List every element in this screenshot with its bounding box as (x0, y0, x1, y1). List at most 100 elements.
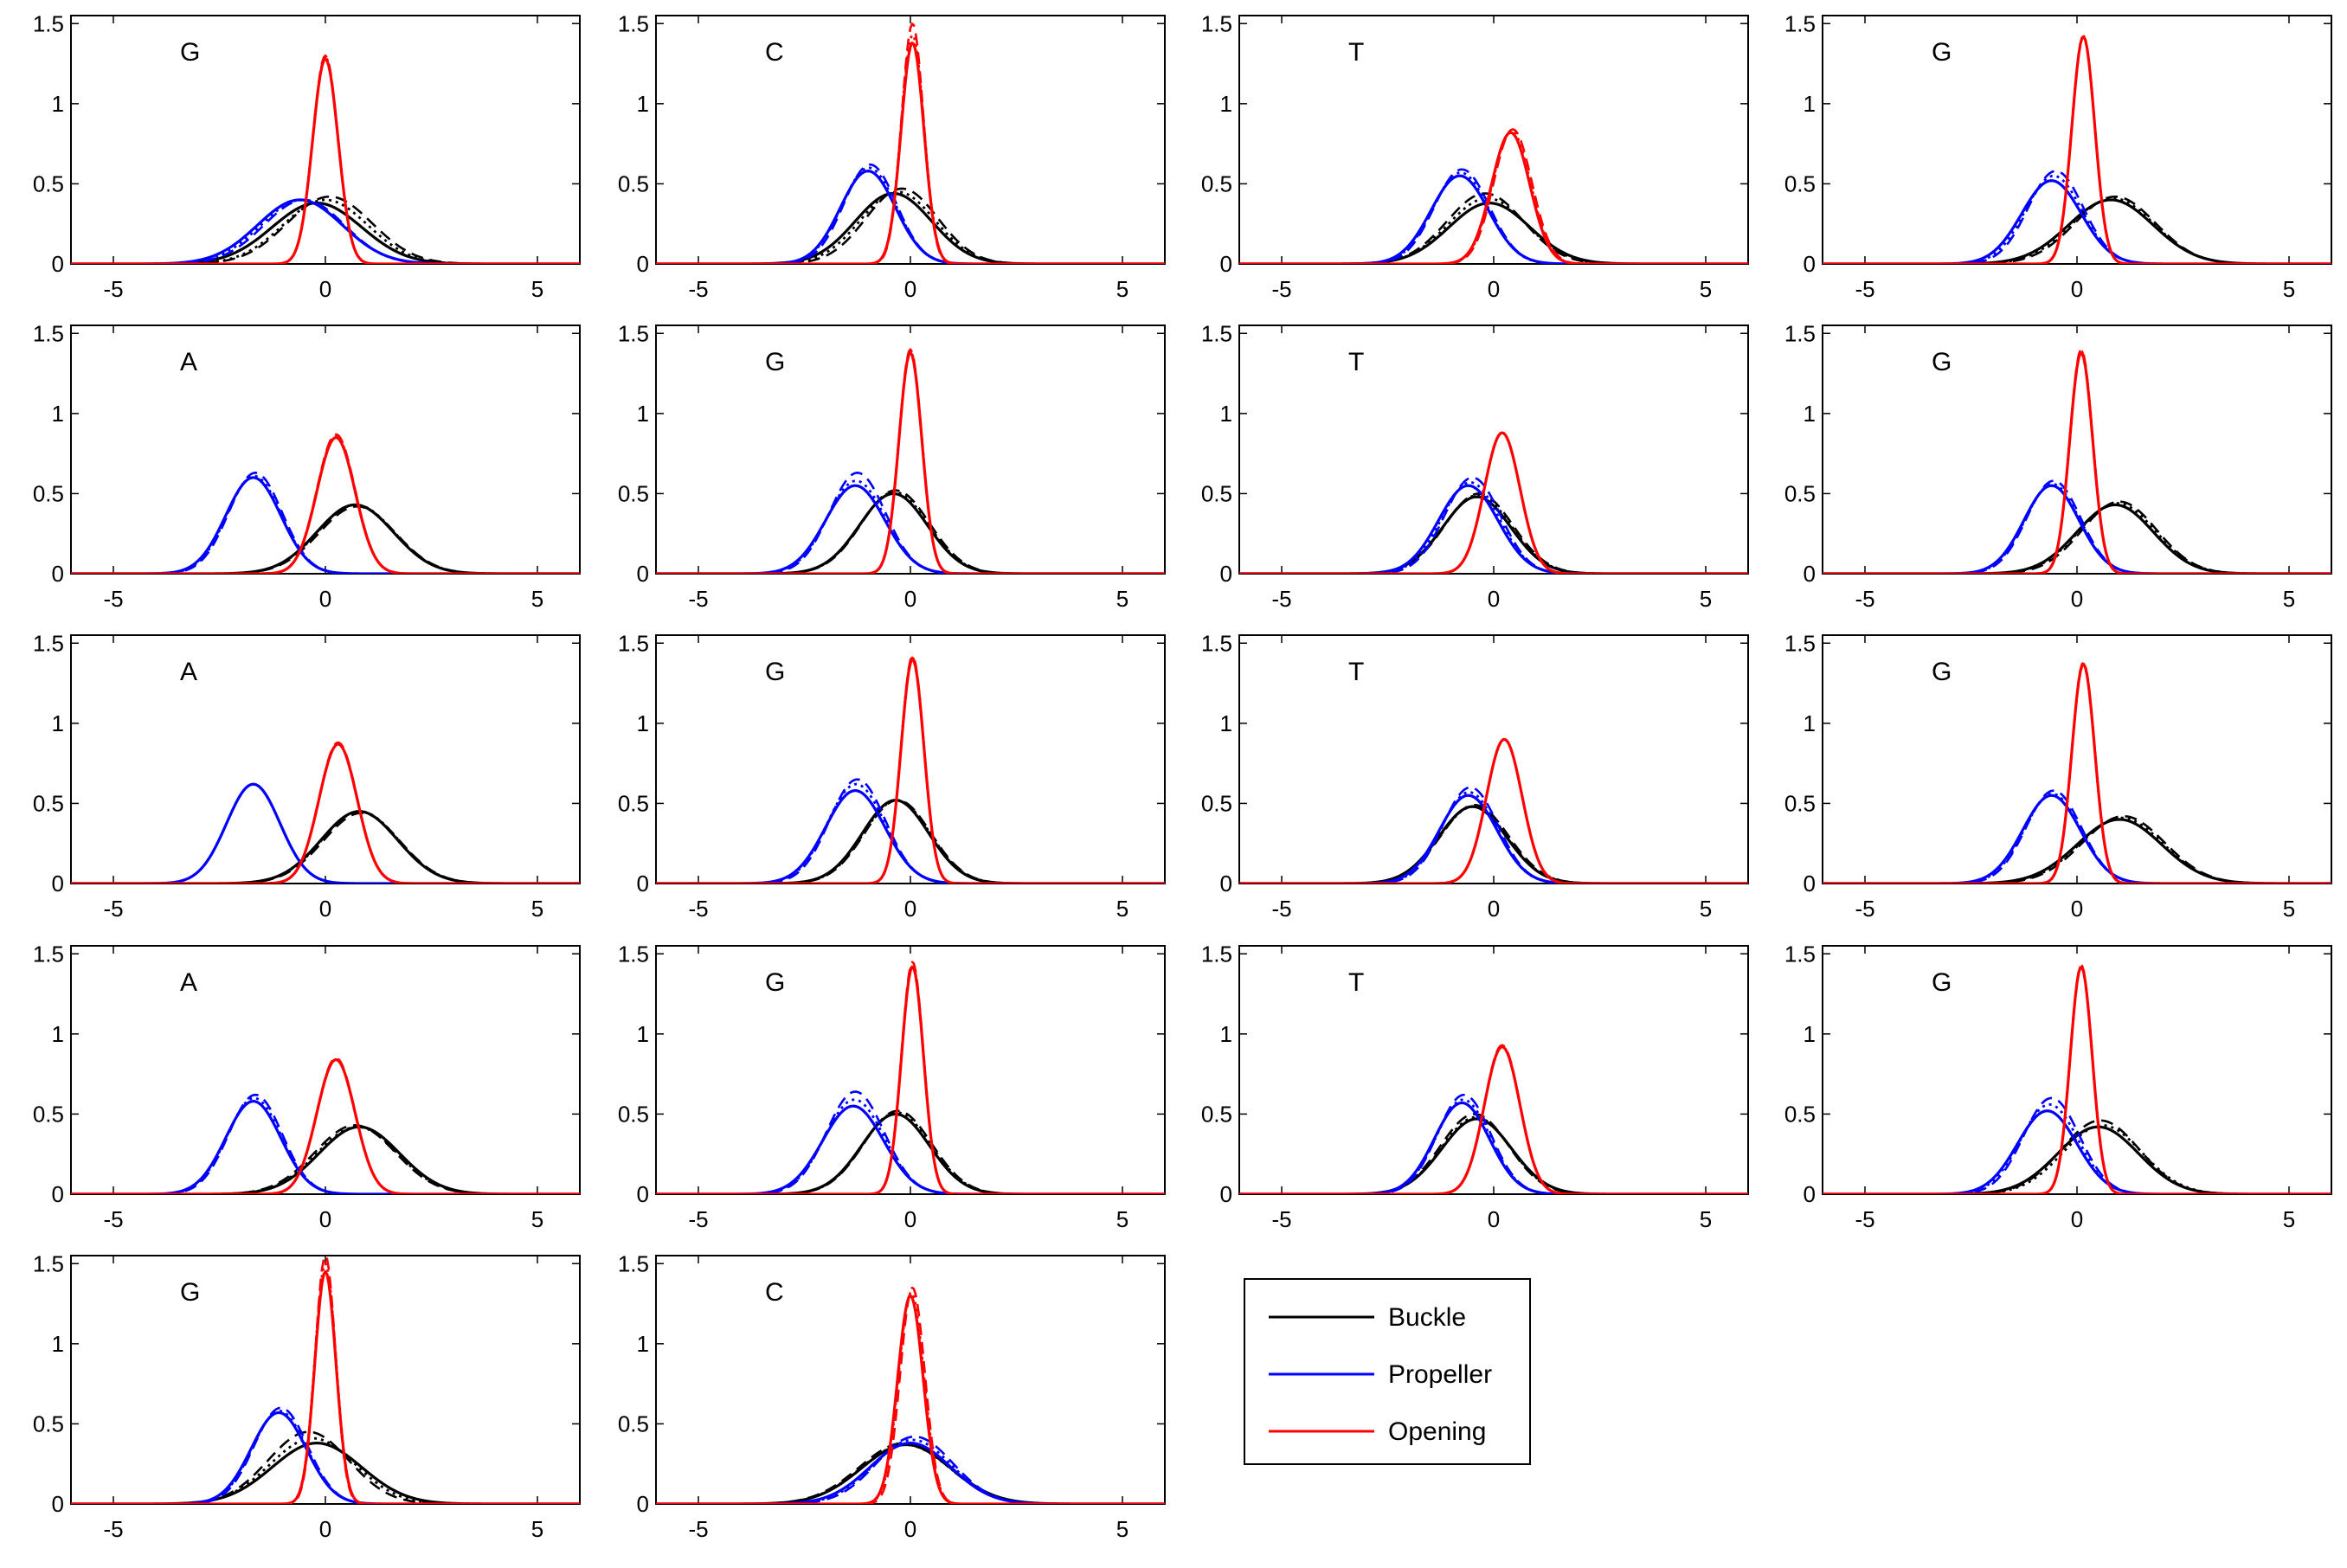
y-tick-label: 1 (52, 91, 64, 117)
x-tick-label: 5 (531, 896, 543, 922)
x-tick-label: 5 (2283, 1206, 2295, 1232)
y-tick-label: 1.5 (1201, 10, 1232, 36)
curve-opening-dashed (1239, 431, 1748, 574)
x-tick-label: -5 (1855, 1206, 1874, 1232)
y-tick-label: 1.5 (1201, 320, 1232, 346)
y-tick-label: 0 (637, 251, 649, 277)
x-tick-label: 5 (1116, 896, 1128, 922)
y-tick-label: 1 (1220, 1021, 1232, 1047)
x-tick-label: -5 (1855, 276, 1874, 302)
y-tick-label: 0 (637, 1491, 649, 1517)
y-tick-label: 1 (52, 1331, 64, 1357)
panel-12: 0 0.5 1 1.5 -5 0 5 G (1784, 630, 2332, 922)
panel-curves (656, 1286, 1165, 1504)
curve-opening-dashed (656, 22, 1165, 264)
panel-base-letter: T (1348, 38, 1364, 67)
panel-17: 0 0.5 1 1.5 -5 0 5 G (33, 1250, 581, 1542)
y-tick-label: 0 (1220, 871, 1232, 896)
curve-propeller-dotted (1239, 481, 1748, 574)
panel-curves (656, 348, 1165, 574)
curve-opening-dotted (71, 1262, 580, 1504)
y-tick-label: 1.5 (33, 1250, 64, 1276)
curve-propeller-solid (1823, 484, 2331, 574)
curve-buckle-dashed (71, 812, 580, 884)
x-tick-label: 5 (1700, 896, 1712, 922)
panel-base-letter: G (1932, 968, 1952, 997)
panel-curves (1823, 964, 2331, 1194)
x-tick-label: 0 (319, 586, 331, 612)
x-tick-label: 5 (1116, 1206, 1128, 1232)
panel-base-letter: C (765, 38, 784, 67)
x-tick-label: -5 (688, 586, 708, 612)
legend-label-buckle: Buckle (1388, 1303, 1466, 1332)
panel-curves (71, 54, 580, 264)
y-tick-label: 0 (637, 561, 649, 587)
curve-opening-solid (1823, 351, 2331, 574)
curve-buckle-dashed (1823, 1119, 2331, 1194)
panel-1: 0 0.5 1 1.5 -5 0 5 G (33, 10, 581, 302)
y-tick-label: 0.5 (1784, 1101, 1816, 1127)
y-tick-label: 0.5 (33, 1411, 64, 1436)
x-tick-label: -5 (1271, 586, 1291, 612)
y-tick-label: 0.5 (33, 170, 64, 196)
x-tick-label: 5 (531, 1206, 543, 1232)
y-tick-label: 0.5 (618, 1101, 649, 1127)
panel-5: 0 0.5 1 1.5 -5 0 5 A (33, 320, 581, 612)
panel-base-letter: G (1932, 38, 1952, 67)
curve-opening-dashed (1239, 1044, 1748, 1194)
x-tick-label: -5 (1271, 1206, 1291, 1232)
curve-opening-dashed (656, 654, 1165, 884)
panel-14: 0 0.5 1 1.5 -5 0 5 G (618, 941, 1166, 1232)
x-tick-label: -5 (688, 276, 708, 302)
y-tick-label: 0 (1804, 871, 1816, 896)
curve-opening-solid (71, 57, 580, 264)
y-tick-label: 0.5 (33, 480, 64, 506)
y-tick-label: 1.5 (1201, 630, 1232, 656)
x-tick-label: 0 (904, 1516, 916, 1542)
panel-base-letter: G (765, 658, 785, 686)
curve-propeller-solid (1239, 484, 1748, 574)
panel-curves (71, 433, 580, 574)
panel-15: 0 0.5 1 1.5 -5 0 5 T (1201, 941, 1749, 1232)
y-tick-label: 1 (637, 91, 649, 117)
x-tick-label: 0 (2071, 586, 2083, 612)
curve-propeller-solid (1823, 1109, 2331, 1194)
x-tick-label: 5 (1116, 586, 1128, 612)
x-tick-label: 5 (2283, 276, 2295, 302)
y-tick-label: 0.5 (1201, 170, 1232, 196)
y-tick-label: 0 (1220, 251, 1232, 277)
x-tick-label: -5 (688, 1206, 708, 1232)
curve-propeller-solid (1823, 179, 2331, 264)
panel-base-letter: A (180, 348, 197, 376)
panel-4: 0 0.5 1 1.5 -5 0 5 G (1784, 10, 2332, 302)
y-tick-label: 0.5 (618, 480, 649, 506)
curve-opening-solid (656, 42, 1165, 264)
x-tick-label: 0 (904, 586, 916, 612)
y-tick-label: 0.5 (618, 1411, 649, 1436)
curve-buckle-solid (656, 492, 1165, 574)
y-tick-label: 0 (52, 871, 64, 896)
y-tick-label: 1.5 (33, 630, 64, 656)
panel-base-letter: T (1348, 658, 1364, 686)
y-tick-label: 1.5 (33, 10, 64, 36)
y-tick-label: 1 (1804, 710, 1816, 736)
panel-base-letter: A (180, 658, 197, 686)
curve-opening-dotted (1823, 966, 2331, 1194)
curve-opening-dotted (71, 742, 580, 884)
x-tick-label: 5 (1700, 276, 1712, 302)
y-tick-label: 0.5 (33, 1101, 64, 1127)
y-tick-label: 0 (1804, 251, 1816, 277)
panel-2: 0 0.5 1 1.5 -5 0 5 C (618, 10, 1166, 302)
x-tick-label: 0 (319, 896, 331, 922)
x-tick-label: 0 (319, 1516, 331, 1542)
y-tick-label: 1 (637, 1331, 649, 1357)
legend: Buckle Propeller Opening (1244, 1278, 1531, 1465)
y-tick-label: 0 (52, 1181, 64, 1207)
curve-propeller-solid (1239, 1101, 1748, 1194)
y-tick-label: 1 (1220, 710, 1232, 736)
y-tick-label: 0 (1804, 561, 1816, 587)
panel-11: 0 0.5 1 1.5 -5 0 5 T (1201, 630, 1749, 922)
curve-buckle-dotted (656, 491, 1165, 574)
x-tick-label: 0 (2071, 896, 2083, 922)
legend-box (1244, 1278, 1531, 1465)
